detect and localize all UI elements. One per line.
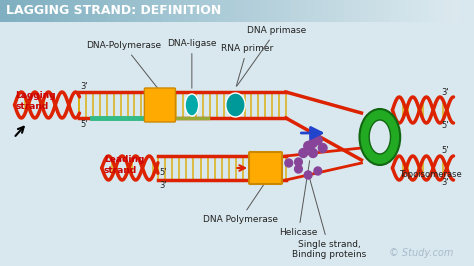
- Bar: [168, 0, 176, 22]
- Bar: [452, 0, 459, 22]
- Bar: [245, 0, 253, 22]
- Text: Leading
strand: Leading strand: [104, 155, 144, 175]
- Bar: [375, 0, 383, 22]
- Bar: [283, 0, 291, 22]
- Ellipse shape: [369, 120, 391, 154]
- Bar: [54, 0, 61, 22]
- Text: LAGGING STRAND: DEFINITION: LAGGING STRAND: DEFINITION: [6, 5, 221, 18]
- Ellipse shape: [185, 94, 199, 116]
- Bar: [122, 0, 130, 22]
- Bar: [391, 0, 398, 22]
- Bar: [153, 0, 161, 22]
- Bar: [38, 0, 46, 22]
- Text: 3': 3': [159, 181, 166, 190]
- Bar: [421, 0, 428, 22]
- Bar: [31, 0, 38, 22]
- Text: 3': 3': [81, 82, 88, 91]
- Bar: [383, 0, 391, 22]
- Bar: [0, 0, 8, 22]
- Circle shape: [304, 171, 312, 179]
- Bar: [428, 0, 437, 22]
- Bar: [352, 0, 360, 22]
- Circle shape: [319, 143, 327, 152]
- Bar: [444, 0, 452, 22]
- FancyBboxPatch shape: [145, 88, 175, 122]
- Bar: [237, 0, 245, 22]
- Text: Lagging
strand: Lagging strand: [16, 91, 56, 111]
- Circle shape: [309, 148, 318, 157]
- Circle shape: [294, 165, 302, 173]
- Circle shape: [313, 135, 322, 144]
- Bar: [337, 0, 345, 22]
- Bar: [222, 0, 229, 22]
- Bar: [8, 0, 15, 22]
- Text: 3': 3': [441, 178, 448, 187]
- Circle shape: [314, 167, 322, 175]
- Bar: [138, 0, 146, 22]
- Bar: [437, 0, 444, 22]
- Bar: [360, 0, 367, 22]
- Ellipse shape: [226, 93, 245, 117]
- Bar: [176, 0, 184, 22]
- Bar: [191, 0, 199, 22]
- Text: Topoisomerase: Topoisomerase: [399, 170, 462, 179]
- Bar: [61, 0, 69, 22]
- Bar: [398, 0, 406, 22]
- Bar: [275, 0, 283, 22]
- Text: © Study.com: © Study.com: [389, 248, 454, 258]
- Bar: [207, 0, 214, 22]
- Circle shape: [299, 148, 308, 157]
- Bar: [76, 0, 84, 22]
- Text: RNA primer: RNA primer: [221, 44, 273, 86]
- Bar: [291, 0, 299, 22]
- Bar: [161, 0, 168, 22]
- Bar: [260, 0, 268, 22]
- Bar: [329, 0, 337, 22]
- Bar: [84, 0, 92, 22]
- Bar: [199, 0, 207, 22]
- Text: 5': 5': [441, 121, 448, 130]
- Bar: [130, 0, 138, 22]
- Text: Helicase: Helicase: [279, 161, 318, 237]
- Bar: [406, 0, 413, 22]
- Circle shape: [285, 159, 292, 167]
- Text: 5': 5': [441, 146, 448, 155]
- Text: DNA Polymerase: DNA Polymerase: [203, 184, 278, 224]
- Bar: [367, 0, 375, 22]
- Bar: [146, 0, 153, 22]
- Bar: [46, 0, 54, 22]
- Bar: [107, 0, 115, 22]
- Text: 3': 3': [441, 88, 448, 97]
- Bar: [115, 0, 122, 22]
- Text: DNA primase: DNA primase: [237, 26, 306, 86]
- Circle shape: [309, 139, 318, 148]
- Text: 5': 5': [159, 168, 166, 177]
- Bar: [15, 0, 23, 22]
- Bar: [306, 0, 314, 22]
- Text: DNA-Polymerase: DNA-Polymerase: [86, 41, 162, 89]
- Circle shape: [294, 158, 302, 166]
- Bar: [314, 0, 321, 22]
- Bar: [413, 0, 421, 22]
- Text: DNA-ligase: DNA-ligase: [167, 39, 217, 88]
- Bar: [69, 0, 76, 22]
- Bar: [184, 0, 191, 22]
- Bar: [23, 0, 31, 22]
- Bar: [253, 0, 260, 22]
- Bar: [268, 0, 275, 22]
- Bar: [299, 0, 306, 22]
- Bar: [214, 0, 222, 22]
- Text: Single strand,
Binding proteins: Single strand, Binding proteins: [292, 176, 366, 259]
- Ellipse shape: [359, 109, 400, 165]
- Bar: [321, 0, 329, 22]
- Bar: [92, 0, 100, 22]
- Bar: [229, 0, 237, 22]
- Circle shape: [304, 142, 312, 151]
- Bar: [345, 0, 352, 22]
- Text: 5': 5': [81, 120, 88, 129]
- Bar: [100, 0, 107, 22]
- FancyBboxPatch shape: [249, 152, 282, 184]
